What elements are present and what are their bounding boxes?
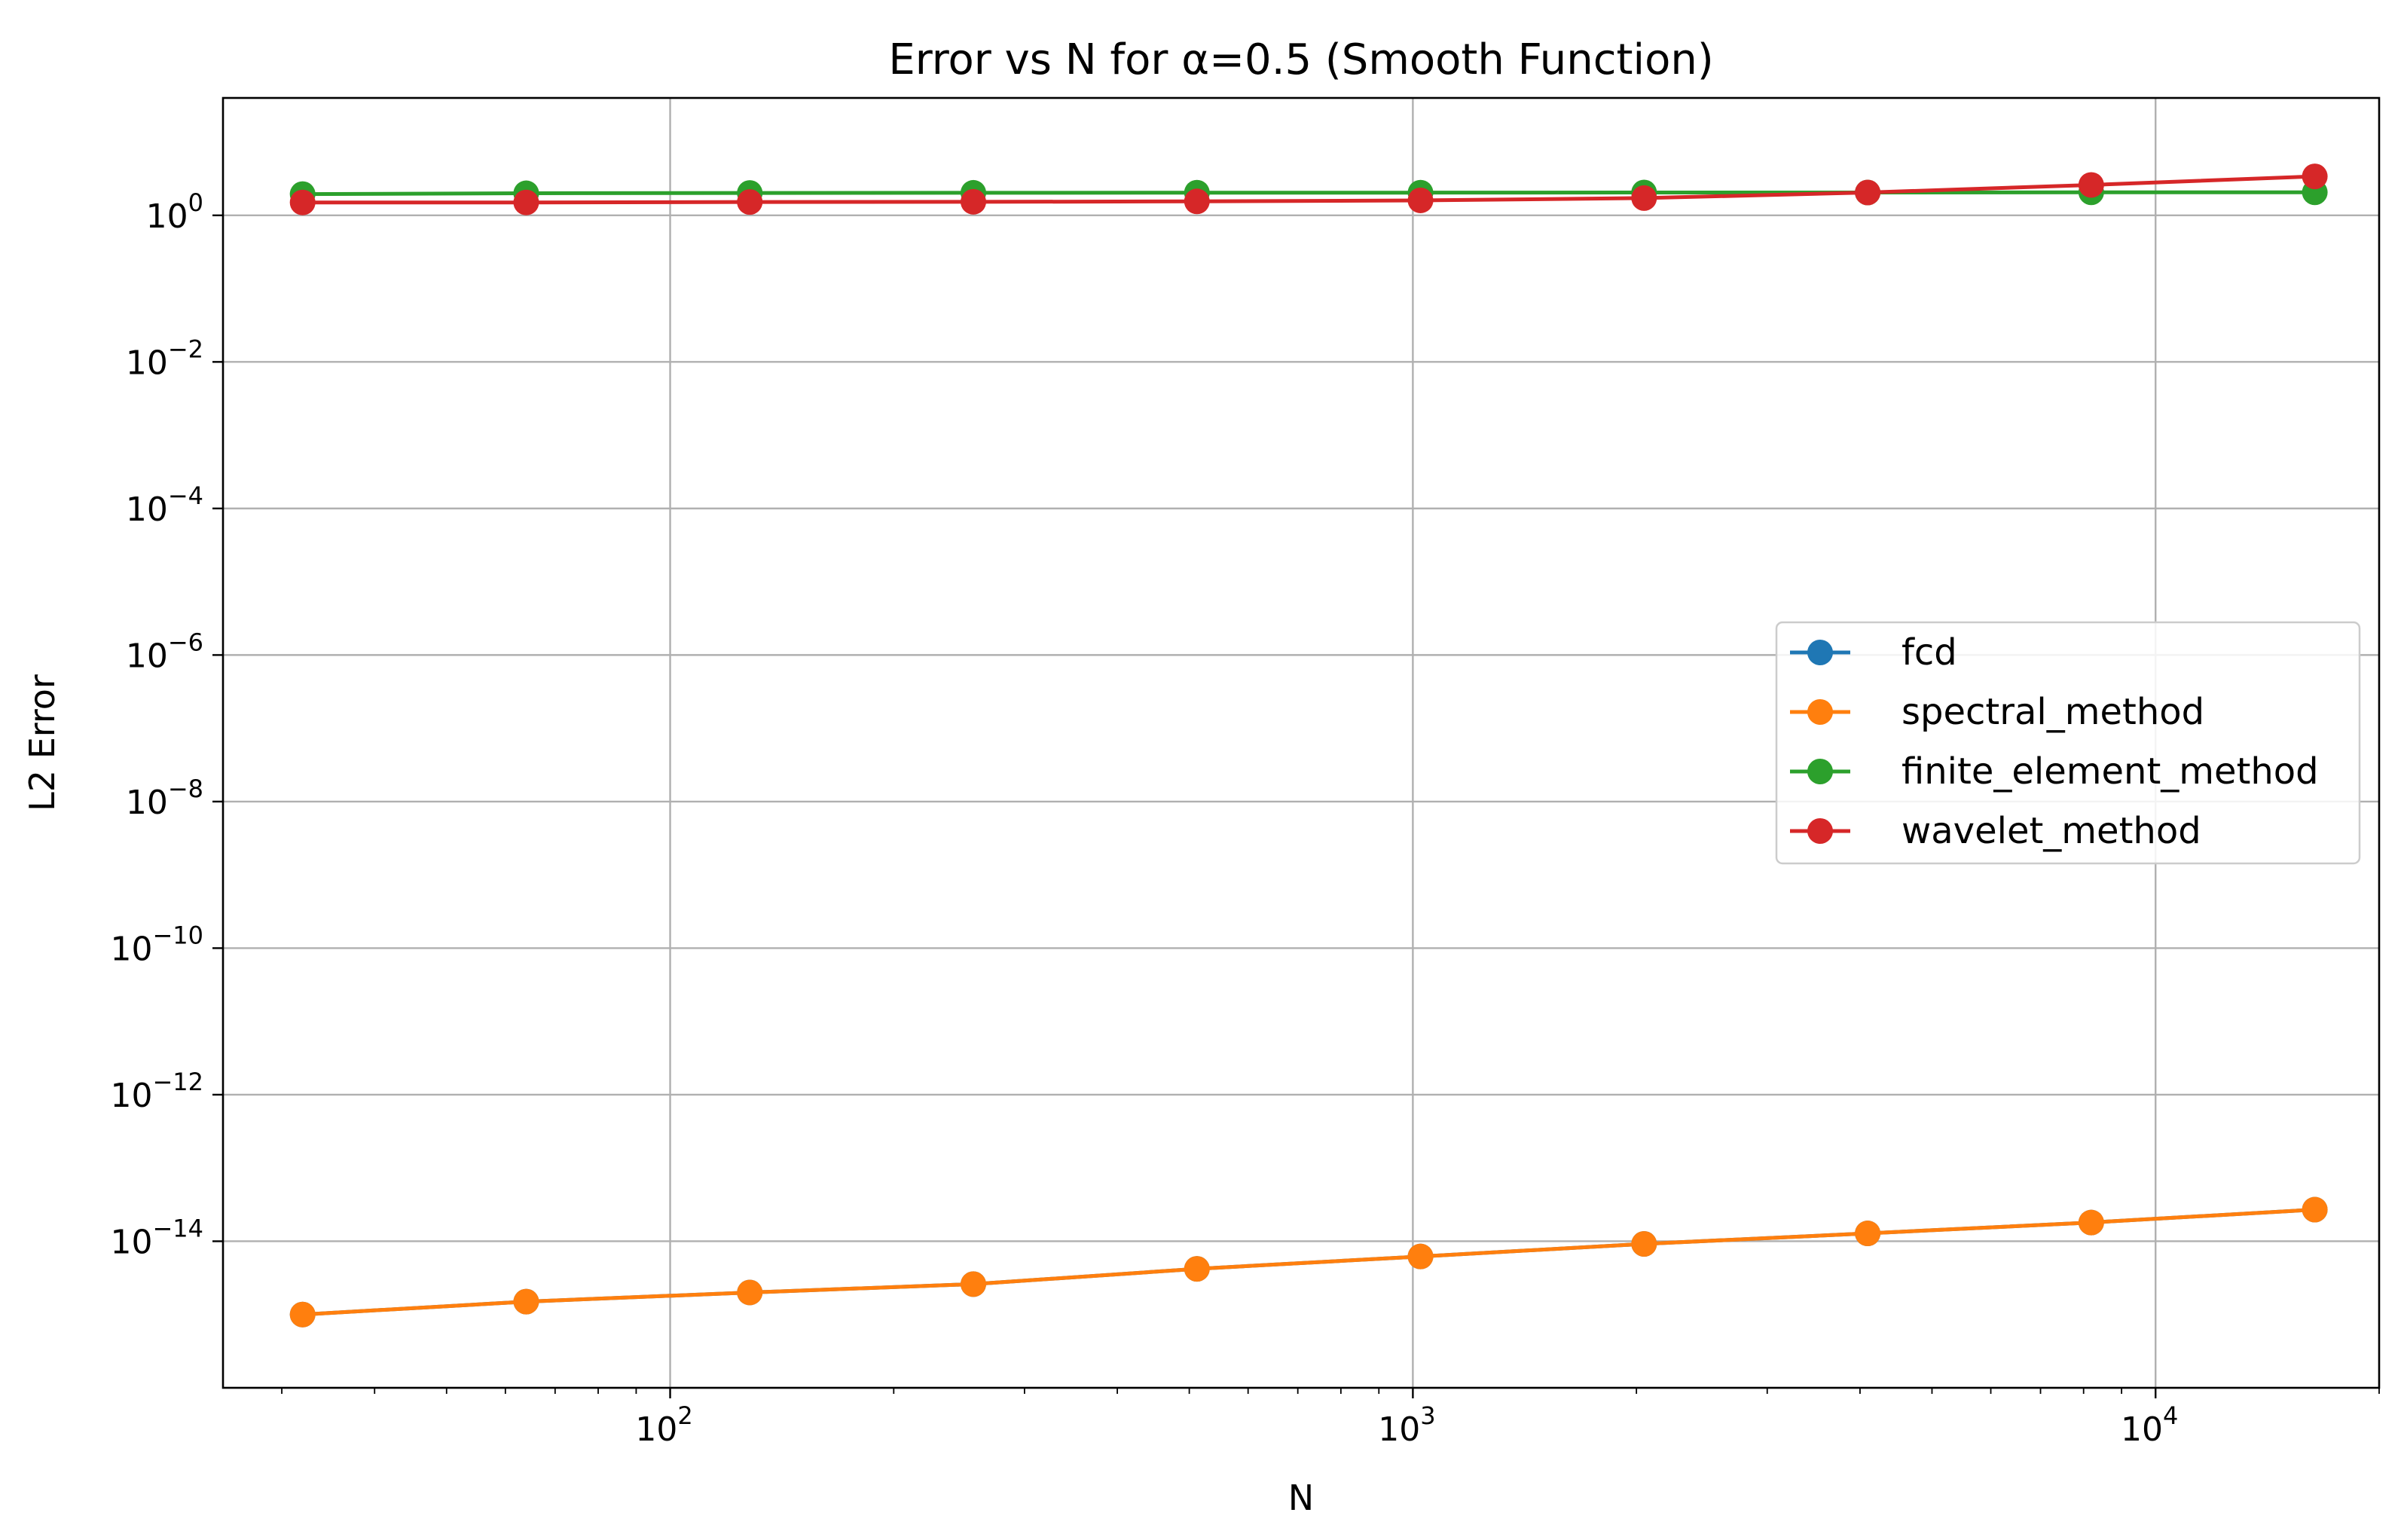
- series-line-finite_element_method: [302, 190, 2315, 197]
- y-tick-label: 10−14: [110, 1214, 203, 1261]
- data-point-spectral_method: [1631, 1230, 1657, 1257]
- data-point-wavelet_method: [2078, 172, 2104, 198]
- data-point-spectral_method: [1184, 1256, 1210, 1282]
- data-point-spectral_method: [1407, 1243, 1434, 1270]
- series-line-wavelet_method: [302, 174, 2315, 205]
- x-axis-label: N: [1288, 1477, 1314, 1518]
- legend-label-finite_element_method: finite_element_method: [1902, 750, 2319, 793]
- y-tick-label: 10−2: [126, 335, 203, 382]
- data-point-spectral_method: [513, 1288, 539, 1315]
- data-point-wavelet_method: [737, 189, 763, 215]
- plot-series: [289, 163, 2328, 1328]
- data-point-wavelet_method: [1407, 187, 1434, 213]
- data-point-wavelet_method: [2302, 163, 2328, 190]
- y-tick-label: 100: [146, 188, 203, 236]
- legend-marker-fcd: [1807, 640, 1833, 665]
- minor-ticks: [281, 1388, 2380, 1394]
- data-point-spectral_method: [289, 1301, 316, 1328]
- y-tick-label: 10−4: [126, 481, 203, 529]
- data-point-wavelet_method: [1184, 188, 1210, 215]
- x-tick-label: 102: [635, 1401, 692, 1449]
- y-tick-label: 10−10: [110, 921, 203, 968]
- y-axis-label: L2 Error: [22, 674, 63, 811]
- data-point-spectral_method: [2302, 1196, 2328, 1223]
- legend-label-wavelet_method: wavelet_method: [1902, 810, 2201, 852]
- data-point-spectral_method: [1855, 1221, 1881, 1247]
- y-tick-label: 10−12: [110, 1068, 203, 1115]
- data-point-spectral_method: [961, 1271, 987, 1297]
- legend-marker-finite_element_method: [1807, 759, 1833, 784]
- x-tick-label: 103: [1378, 1401, 1435, 1449]
- data-point-wavelet_method: [1631, 185, 1657, 211]
- legend-marker-spectral_method: [1807, 699, 1833, 725]
- legend-marker-wavelet_method: [1807, 818, 1833, 844]
- y-tick-label: 10−8: [126, 775, 203, 822]
- data-point-wavelet_method: [513, 189, 539, 215]
- data-point-wavelet_method: [289, 189, 316, 215]
- data-point-wavelet_method: [1855, 179, 1881, 206]
- y-tick-label: 10−6: [126, 628, 203, 675]
- data-point-spectral_method: [2078, 1209, 2104, 1236]
- x-tick-label: 104: [2121, 1401, 2178, 1449]
- axis-ticks: 102 103 104 100 10−2 10−4 10−6 10−8 10−10 10−12 10…: [110, 188, 2178, 1449]
- legend-label-spectral_method: spectral_method: [1902, 691, 2204, 733]
- plot-frame: [221, 96, 2381, 1389]
- legend-box: [1775, 621, 2361, 865]
- data-point-spectral_method: [737, 1279, 763, 1306]
- legend-label-fcd: fcd: [1902, 631, 1957, 674]
- series-line-spectral_method: [302, 1208, 2315, 1317]
- legend: fcd spectral_method finite_element_methodw…: [1775, 621, 2361, 865]
- chart-title: Error vs N for α=0.5 (Smooth Function): [888, 35, 1713, 84]
- data-point-wavelet_method: [961, 188, 987, 215]
